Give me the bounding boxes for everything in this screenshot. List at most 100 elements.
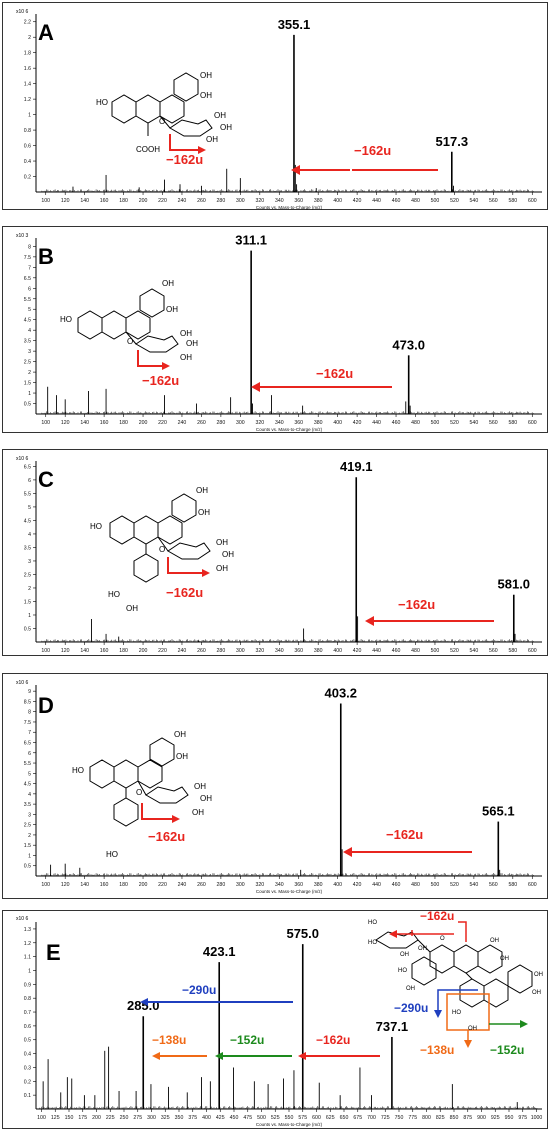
panel-b-peak-label: 473.0 bbox=[392, 337, 425, 352]
panel-d-x-tick-label: 160 bbox=[100, 882, 109, 888]
panel-e-structure-loss-152: −152u bbox=[490, 1043, 524, 1057]
panel-a-y-tick-label: 1 bbox=[28, 113, 31, 119]
panel-e-structure-loss-138: −138u bbox=[420, 1043, 454, 1057]
panel-e-x-tick-label: 450 bbox=[230, 1115, 239, 1121]
panel-e-x-tick-label: 375 bbox=[188, 1115, 197, 1121]
panel-d-x-tick-label: 520 bbox=[450, 882, 459, 888]
panel-a-structure: HO OH OH O OH OH OH COOH −162u bbox=[96, 71, 232, 167]
panel-c-x-tick-label: 160 bbox=[100, 648, 109, 654]
panel-e-y-tick-label: 0.9 bbox=[24, 982, 31, 988]
panel-a-loss-arrowhead bbox=[291, 165, 300, 175]
panel-e-x-caption: Counts vs. Mass-to-Charge (m/z) bbox=[256, 1122, 323, 1127]
panel-e-y-tick-label: 1.3 bbox=[24, 927, 31, 933]
panel-e-x-tick-label: 225 bbox=[106, 1115, 115, 1121]
panel-a-x-tick-label: 280 bbox=[217, 198, 226, 204]
panel-b-baseline-noise bbox=[41, 411, 534, 414]
panel-a-structure-label: OH bbox=[206, 135, 218, 144]
panel-e-x-tick-label: 875 bbox=[463, 1115, 472, 1121]
panel-e-loss-152-arrowhead bbox=[215, 1052, 223, 1060]
panel-e-x-tick-label: 900 bbox=[477, 1115, 486, 1121]
panel-a-x-tick-label: 380 bbox=[314, 198, 323, 204]
panel-d-x-tick-label: 540 bbox=[470, 882, 479, 888]
panel-b-plot: 100 120 140 160 180 200 220 240 260 280 300 320 340 3… bbox=[2, 226, 548, 433]
panel-d-y-tick-label: 2 bbox=[28, 833, 31, 839]
panel-e-x-tick-label: 700 bbox=[367, 1115, 376, 1121]
panel-d-y-tick-label: 5 bbox=[28, 771, 31, 777]
panel-e-structure-label: OH bbox=[500, 956, 509, 962]
panel-e-x-tick-label: 775 bbox=[408, 1115, 417, 1121]
panel-e-x-tick-label: 750 bbox=[395, 1115, 404, 1121]
panel-e-x-tick-label: 800 bbox=[422, 1115, 431, 1121]
panel-e-structure-label: OH bbox=[490, 938, 499, 944]
panel-a-x-tick-label: 580 bbox=[508, 198, 517, 204]
panel-c-y-tick-label: 6.5 bbox=[24, 464, 31, 470]
panel-a-x-tick-label: 420 bbox=[353, 198, 362, 204]
panel-b-x-tick-label: 220 bbox=[158, 420, 167, 426]
panel-d-y-tick-label: 6 bbox=[28, 751, 31, 757]
panel-b-structure-drawing bbox=[77, 288, 179, 353]
panel-a-x-tick-label: 460 bbox=[392, 198, 401, 204]
panel-a-x-tick-label: 320 bbox=[255, 198, 264, 204]
panel-d-label: D bbox=[38, 693, 54, 718]
panel-b-y-tick-label: 5.5 bbox=[24, 297, 31, 303]
panel-d-x-tick-label: 200 bbox=[139, 882, 148, 888]
panel-c-y-tick-label: 2 bbox=[28, 586, 31, 592]
panel-e-x-tick-label: 975 bbox=[518, 1115, 527, 1121]
panel-c-x-tick-label: 100 bbox=[41, 648, 50, 654]
panel-a-x-tick-label: 100 bbox=[41, 198, 50, 204]
panel-e-label: E bbox=[46, 940, 61, 965]
panel-d-y-tick-label: 7 bbox=[28, 730, 31, 736]
panel-a-y-tick-label: 1.4 bbox=[24, 82, 31, 88]
panel-d-x-tick-label: 460 bbox=[392, 882, 401, 888]
panel-c-x-tick-label: 360 bbox=[294, 648, 303, 654]
panel-d-y-tick-label: 4 bbox=[28, 792, 31, 798]
panel-c-x-tick-label: 400 bbox=[333, 648, 342, 654]
panel-e-y-tick-label: 0.5 bbox=[24, 1038, 31, 1044]
panel-e-x-tick-label: 150 bbox=[65, 1115, 74, 1121]
panel-c-y-tick-label: 5.5 bbox=[24, 491, 31, 497]
panel-c-structure-label: HO bbox=[108, 590, 120, 599]
panel-b-x-tick-label: 100 bbox=[41, 420, 50, 426]
panel-e-loss-290-arrowhead bbox=[140, 998, 148, 1006]
panel-e-y-tick-label: 1.1 bbox=[24, 955, 31, 961]
panel-c-x-tick-label: 320 bbox=[255, 648, 264, 654]
panel-c-structure-label: OH bbox=[198, 508, 210, 517]
panel-b-x-tick-label: 200 bbox=[139, 420, 148, 426]
panel-c-loss-label: −162u bbox=[398, 597, 435, 612]
panel-e-structure-label: OH bbox=[468, 1026, 477, 1032]
panel-b-x-tick-label: 260 bbox=[197, 420, 206, 426]
panel-a-frame bbox=[2, 2, 548, 210]
panel-c-x-tick-label: 180 bbox=[119, 648, 128, 654]
panel-c-x-tick-label: 380 bbox=[314, 648, 323, 654]
panel-b-structure-label: HO bbox=[60, 315, 72, 324]
panel-b-x-tick-label: 360 bbox=[294, 420, 303, 426]
panel-d-x-tick-label: 260 bbox=[197, 882, 206, 888]
panel-e-axes: 100 125 150 175 200 225 250 275 300 325 350 375 400 4… bbox=[24, 922, 542, 1127]
panel-e-structure-loss-162: −162u bbox=[420, 910, 454, 923]
panel-e-x-tick-label: 250 bbox=[120, 1115, 129, 1121]
panel-e-loss-138-label: −138u bbox=[152, 1033, 186, 1047]
panel-e-x-tick-label: 500 bbox=[257, 1115, 266, 1121]
panel-b-structure-label: OH bbox=[166, 305, 178, 314]
panel-b-x-tick-label: 300 bbox=[236, 420, 245, 426]
panel-b-loss-label: −162u bbox=[316, 366, 353, 381]
panel-e-loss-162-arrowhead bbox=[298, 1052, 306, 1060]
panel-d-y-tick-label: 0.5 bbox=[24, 864, 31, 870]
panel-b-x-tick-label: 340 bbox=[275, 420, 284, 426]
panel-e-x-tick-label: 200 bbox=[92, 1115, 101, 1121]
panel-d-loss-arrowhead bbox=[343, 847, 352, 857]
panel-a-label: A bbox=[38, 20, 54, 45]
panel-a-x-tick-label: 440 bbox=[372, 198, 381, 204]
panel-c-y-tick-label: 6 bbox=[28, 478, 31, 484]
panel-e-structure-loss-290: −290u bbox=[394, 1001, 428, 1015]
panel-d-loss-label: −162u bbox=[386, 827, 423, 842]
panel-d-x-tick-label: 420 bbox=[353, 882, 362, 888]
panel-e-y-tick-label: 0.7 bbox=[24, 1010, 31, 1016]
panel-b-y-tick-label: 3.5 bbox=[24, 339, 31, 345]
panel-a-x-tick-label: 300 bbox=[236, 198, 245, 204]
panel-a-x-tick-label: 400 bbox=[333, 198, 342, 204]
panel-e-peak-label: 737.1 bbox=[376, 1019, 409, 1034]
panel-e-frame bbox=[2, 910, 548, 1129]
panel-b-y-tick-label: 0.5 bbox=[24, 402, 31, 408]
panel-e-y-tick-label: 0.3 bbox=[24, 1065, 31, 1071]
